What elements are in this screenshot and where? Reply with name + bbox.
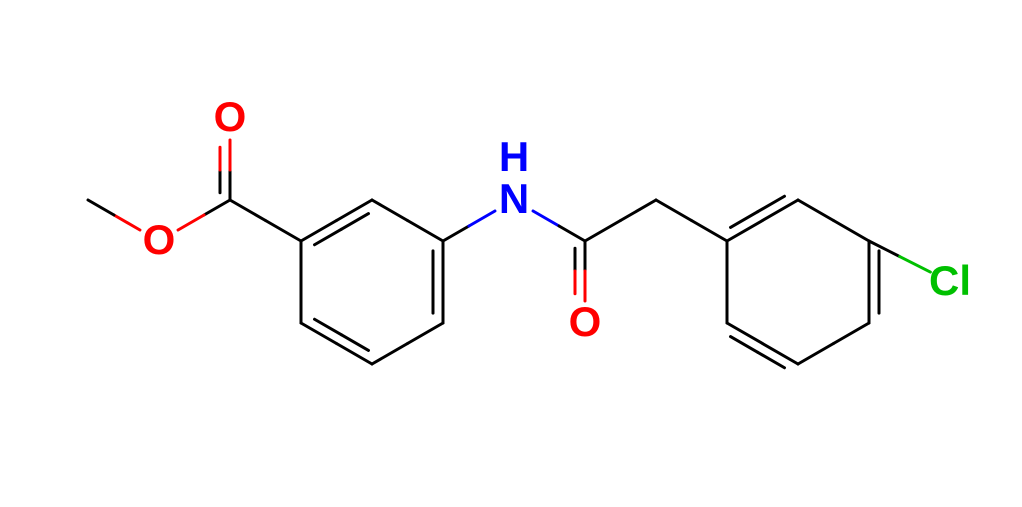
bond-C14-O2 <box>178 215 204 230</box>
bond-C11-Cl1 <box>869 241 900 257</box>
atom-N1-H: H <box>499 133 529 180</box>
bond-C14-C1 <box>230 200 266 221</box>
bond-C8-C9 <box>692 221 728 242</box>
bond-N1-C7 <box>533 211 559 226</box>
bond-C3-N1 <box>469 211 495 226</box>
bond-C2-C3 <box>408 221 444 242</box>
bond-O2-C15 <box>88 200 114 215</box>
bond-C5-C6 <box>337 344 373 365</box>
bond-C12-C13 <box>834 323 870 344</box>
bond-C10-C11 <box>798 200 834 221</box>
bond-C8-C9 <box>656 200 692 221</box>
bond-C11-Cl1 <box>900 257 931 273</box>
bond-C4-C5 <box>408 323 444 344</box>
bond-C7-C8 <box>621 200 657 221</box>
bond-C4-C5 <box>372 344 408 365</box>
molecule-diagram: O O NH O Cl <box>0 0 1022 507</box>
bond-C9-C10 <box>727 221 763 242</box>
atom-O2: O <box>143 216 176 263</box>
bond-C13-C16 <box>763 344 799 365</box>
bond-C3-N1 <box>443 226 469 241</box>
bond-C5-C6 <box>301 323 337 344</box>
bond-C13-C16 <box>727 323 763 344</box>
bond-C1-C2 <box>301 221 337 242</box>
bond-C14-O2 <box>204 200 230 215</box>
bond-C14-C1 <box>266 221 302 242</box>
atom-Cl1: Cl <box>929 257 971 304</box>
bond-C7-C8 <box>585 221 621 242</box>
atom-N1: N <box>499 175 529 222</box>
bond-C10-C11 <box>834 221 870 242</box>
atom-O1: O <box>214 93 247 140</box>
atom-O3: O <box>569 298 602 345</box>
bond-C9-C10 <box>763 200 799 221</box>
bond-O2-C15 <box>114 215 140 230</box>
bond-C12-C13 <box>798 344 834 365</box>
bond-C2-C3 <box>372 200 408 221</box>
bond-C1-C2 <box>337 200 373 221</box>
bond-N1-C7 <box>559 226 585 241</box>
